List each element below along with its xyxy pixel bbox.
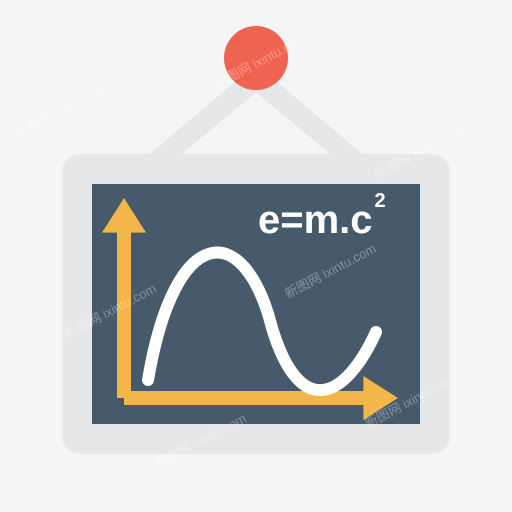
pin-icon: [224, 26, 288, 90]
physics-board-icon: e=m.c2新图网 ixintu.com新图网 ixintu.com新图网 ix…: [0, 0, 512, 512]
formula-exponent: 2: [375, 190, 386, 213]
formula-emc2: e=m.c2: [258, 198, 386, 243]
formula-main: e=m.c: [258, 198, 373, 242]
sine-curve: [148, 253, 376, 391]
